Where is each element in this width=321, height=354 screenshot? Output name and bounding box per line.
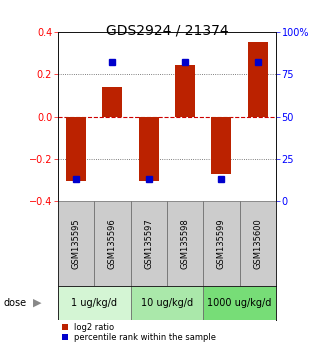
Text: GSM135600: GSM135600 [253, 218, 262, 269]
Text: GDS2924 / 21374: GDS2924 / 21374 [106, 23, 228, 37]
Bar [131, 286, 203, 320]
Text: 1 ug/kg/d: 1 ug/kg/d [71, 298, 117, 308]
Bar [167, 201, 203, 286]
Bar [131, 201, 167, 286]
Text: 10 ug/kg/d: 10 ug/kg/d [141, 298, 193, 308]
Text: GSM135599: GSM135599 [217, 218, 226, 269]
Legend: log2 ratio, percentile rank within the sample: log2 ratio, percentile rank within the s… [62, 322, 216, 342]
Bar [175, 65, 195, 116]
Bar [94, 201, 131, 286]
Bar [203, 286, 276, 320]
Text: GSM135598: GSM135598 [181, 218, 190, 269]
Text: GSM135597: GSM135597 [144, 218, 153, 269]
Bar [212, 116, 231, 174]
Text: ▶: ▶ [33, 298, 41, 308]
Bar [203, 201, 240, 286]
Text: 1000 ug/kg/d: 1000 ug/kg/d [207, 298, 272, 308]
Text: GSM135596: GSM135596 [108, 218, 117, 269]
Bar [58, 201, 94, 286]
Text: GSM135595: GSM135595 [72, 218, 81, 269]
Bar [248, 42, 268, 116]
Bar [139, 116, 159, 181]
Text: dose: dose [3, 298, 26, 308]
Bar [58, 286, 131, 320]
Bar [66, 116, 86, 181]
Bar [102, 87, 122, 116]
Bar [240, 201, 276, 286]
